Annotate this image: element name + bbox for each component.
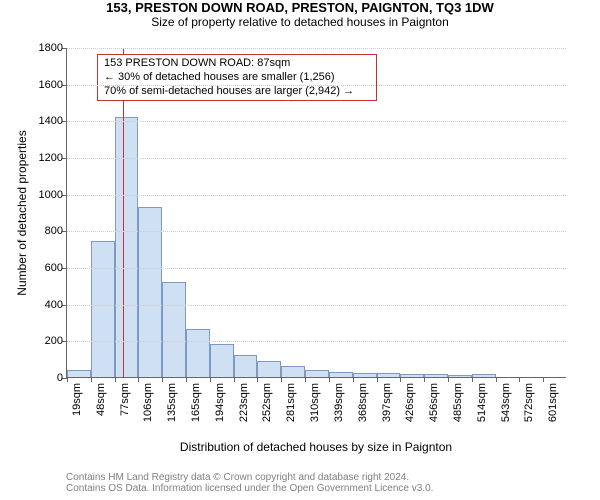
x-tick-mark	[186, 377, 187, 382]
x-tick-mark	[400, 377, 401, 382]
bar	[424, 374, 448, 377]
y-tick-label: 1000	[39, 189, 63, 201]
bar	[329, 372, 353, 377]
x-tick-mark	[519, 377, 520, 382]
gridline	[67, 85, 566, 86]
x-tick-mark	[329, 377, 330, 382]
x-tick-label: 252sqm	[261, 383, 273, 422]
y-axis-label: Number of detached properties	[15, 130, 29, 295]
y-tick-label: 800	[45, 225, 63, 237]
x-tick-mark	[138, 377, 139, 382]
y-tick-label: 1600	[39, 79, 63, 91]
y-tick-label: 1800	[39, 42, 63, 54]
bar	[448, 375, 472, 377]
x-tick-mark	[210, 377, 211, 382]
footer: Contains HM Land Registry data © Crown c…	[66, 472, 433, 494]
x-tick-label: 48sqm	[95, 383, 107, 416]
x-tick-label: 572sqm	[523, 383, 535, 422]
x-tick-label: 485sqm	[452, 383, 464, 422]
gridline	[67, 195, 566, 196]
x-tick-mark	[115, 377, 116, 382]
x-tick-mark	[257, 377, 258, 382]
bar	[210, 344, 234, 377]
x-tick-label: 194sqm	[214, 383, 226, 422]
gridline	[67, 305, 566, 306]
x-tick-label: 514sqm	[476, 383, 488, 422]
x-tick-mark	[424, 377, 425, 382]
annotation-line-2: ← 30% of detached houses are smaller (1,…	[104, 71, 370, 85]
bar	[281, 366, 305, 377]
gridline	[67, 158, 566, 159]
bar	[472, 374, 496, 377]
x-tick-mark	[448, 377, 449, 382]
gridline	[67, 231, 566, 232]
x-tick-label: 426sqm	[404, 383, 416, 422]
bar	[257, 361, 281, 378]
y-tick-label: 400	[45, 299, 63, 311]
bar	[305, 370, 329, 377]
bar	[234, 355, 258, 377]
x-tick-mark	[305, 377, 306, 382]
bar	[162, 282, 186, 377]
x-tick-label: 310sqm	[309, 383, 321, 422]
y-tick-label: 200	[45, 335, 63, 347]
x-tick-label: 368sqm	[357, 383, 369, 422]
y-tick-label: 1200	[39, 152, 63, 164]
x-tick-mark	[67, 377, 68, 382]
x-tick-mark	[543, 377, 544, 382]
bar	[400, 374, 424, 377]
x-tick-label: 281sqm	[285, 383, 297, 422]
footer-line-2: Contains OS Data. Information licensed u…	[66, 483, 433, 494]
annotation-line-3: 70% of semi-detached houses are larger (…	[104, 85, 370, 99]
bar	[353, 373, 377, 377]
x-tick-mark	[234, 377, 235, 382]
x-tick-label: 339sqm	[333, 383, 345, 422]
footer-line-1: Contains HM Land Registry data © Crown c…	[66, 472, 433, 483]
annotation-box: 153 PRESTON DOWN ROAD: 87sqm ← 30% of de…	[97, 54, 377, 101]
gridline	[67, 48, 566, 49]
x-tick-mark	[496, 377, 497, 382]
y-tick-label: 1400	[39, 115, 63, 127]
bar	[91, 241, 115, 377]
chart: 153 PRESTON DOWN ROAD: 87sqm ← 30% of de…	[0, 0, 600, 500]
x-tick-mark	[377, 377, 378, 382]
x-tick-mark	[353, 377, 354, 382]
x-tick-mark	[91, 377, 92, 382]
annotation-line-1: 153 PRESTON DOWN ROAD: 87sqm	[104, 57, 370, 71]
y-tick-label: 0	[57, 372, 63, 384]
x-tick-label: 456sqm	[428, 383, 440, 422]
x-tick-label: 19sqm	[71, 383, 83, 416]
x-tick-label: 223sqm	[238, 383, 250, 422]
x-tick-label: 397sqm	[381, 383, 393, 422]
gridline	[67, 121, 566, 122]
gridline	[67, 268, 566, 269]
x-tick-label: 77sqm	[119, 383, 131, 416]
x-tick-mark	[472, 377, 473, 382]
y-tick-label: 600	[45, 262, 63, 274]
bar	[115, 117, 139, 377]
x-axis-label: Distribution of detached houses by size …	[180, 440, 452, 454]
x-tick-label: 601sqm	[547, 383, 559, 422]
bar	[67, 370, 91, 377]
x-tick-mark	[281, 377, 282, 382]
x-tick-label: 106sqm	[142, 383, 154, 422]
x-tick-mark	[162, 377, 163, 382]
x-tick-label: 135sqm	[166, 383, 178, 422]
x-tick-label: 165sqm	[190, 383, 202, 422]
bar	[377, 373, 401, 377]
bar	[186, 329, 210, 377]
plot-area: 153 PRESTON DOWN ROAD: 87sqm ← 30% of de…	[66, 48, 566, 378]
gridline	[67, 341, 566, 342]
x-tick-label: 543sqm	[500, 383, 512, 422]
